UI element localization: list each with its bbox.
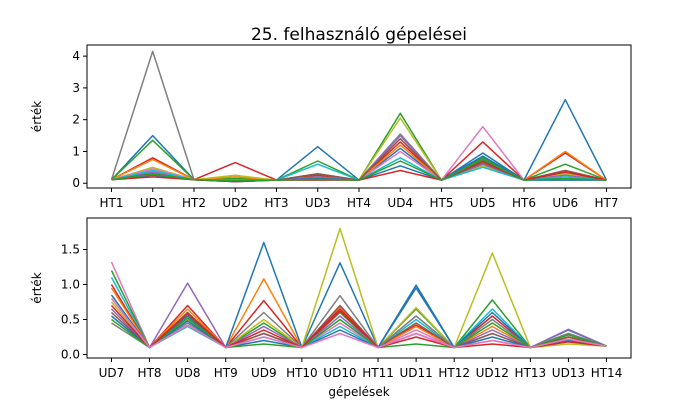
y-axis-label: érték [30,101,44,132]
chart-title: 25. felhasználó gépelései [251,25,467,45]
y-tick-label: 4 [72,49,80,63]
x-tick-label: HT11 [362,366,394,380]
x-tick-label: UD3 [305,196,331,210]
x-tick-label: HT7 [595,196,619,210]
x-tick-label: UD4 [387,196,413,210]
x-tick-label: UD7 [99,366,125,380]
x-tick-label: HT8 [138,366,162,380]
series-line-12 [111,317,607,349]
x-tick-label: UD5 [470,196,496,210]
series-line-8 [111,134,607,181]
x-tick-label: HT13 [515,366,547,380]
x-tick-label: HT10 [286,366,318,380]
x-tick-label: HT6 [512,196,536,210]
x-tick-label: UD10 [323,366,356,380]
series-line-1 [110,50,607,181]
series-line-7 [110,227,607,349]
x-tick-label: UD11 [399,366,432,380]
y-tick-label: 0.0 [61,348,80,362]
series-line-6 [110,241,607,349]
x-tick-label: UD13 [552,366,585,380]
y-tick-label: 0 [72,176,80,190]
plot-frame [86,217,632,359]
subplots: HT1 UD1 HT2 UD2 HT3 UD3 HT4 UD4 HT5 UD5 HT6 UD6 HT7 0… [30,44,632,380]
y-tick-label: 2 [72,113,80,127]
series-line-13 [111,158,607,182]
x-tick-label: UD8 [175,366,201,380]
x-tick-label: HT3 [264,196,288,210]
x-tick-label: HT2 [182,196,206,210]
subplot-2: UD7 HT8 UD8 HT9 UD9 HT10 UD10 HT11 UD11 HT12 UD12 H… [30,217,632,380]
y-tick-label: 1.5 [61,243,80,257]
y-tick-label: 3 [72,81,80,95]
y-tick-label: 0.5 [61,313,80,327]
y-tick-label: 1 [72,144,80,158]
x-tick-label: UD9 [251,366,277,380]
y-axis-label: érték [30,272,44,303]
subplot-1: HT1 UD1 HT2 UD2 HT3 UD3 HT4 UD4 HT5 UD5 HT6 UD6 HT7 0… [30,44,632,210]
x-tick-label: HT12 [438,366,470,380]
y-tick-label: 1.0 [61,278,80,292]
x-tick-label: HT4 [347,196,371,210]
x-tick-label: UD12 [476,366,509,380]
x-tick-label: UD1 [140,196,166,210]
x-axis-label: gépelések [328,385,389,399]
x-tick-label: HT5 [430,196,454,210]
x-tick-label: UD6 [552,196,578,210]
series-line-2 [110,98,608,181]
series-line-14 [110,298,607,349]
x-tick-label: HT1 [99,196,123,210]
x-tick-label: UD2 [222,196,248,210]
x-tick-label: HT9 [214,366,238,380]
x-tick-label: HT14 [591,366,623,380]
